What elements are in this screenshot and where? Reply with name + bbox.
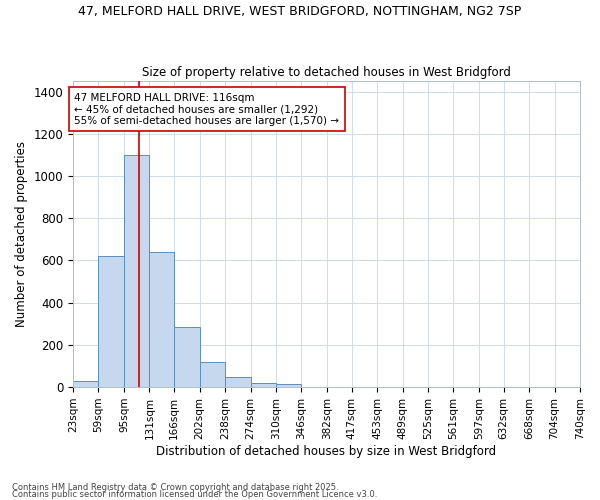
Bar [98, 256, 124, 387]
Bar [174, 327, 200, 387]
Text: Contains public sector information licensed under the Open Government Licence v3: Contains public sector information licen… [12, 490, 377, 499]
X-axis label: Distribution of detached houses by size in West Bridgford: Distribution of detached houses by size … [157, 444, 497, 458]
Bar [251, 383, 276, 387]
Title: Size of property relative to detached houses in West Bridgford: Size of property relative to detached ho… [142, 66, 511, 78]
Text: Contains HM Land Registry data © Crown copyright and database right 2025.: Contains HM Land Registry data © Crown c… [12, 484, 338, 492]
Bar [73, 381, 98, 387]
Bar [124, 155, 149, 387]
Bar [276, 384, 301, 387]
Bar [225, 376, 251, 387]
Text: 47 MELFORD HALL DRIVE: 116sqm
← 45% of detached houses are smaller (1,292)
55% o: 47 MELFORD HALL DRIVE: 116sqm ← 45% of d… [74, 92, 340, 126]
Y-axis label: Number of detached properties: Number of detached properties [15, 141, 28, 327]
Text: 47, MELFORD HALL DRIVE, WEST BRIDGFORD, NOTTINGHAM, NG2 7SP: 47, MELFORD HALL DRIVE, WEST BRIDGFORD, … [79, 5, 521, 18]
Bar [200, 362, 225, 387]
Bar [149, 252, 174, 387]
